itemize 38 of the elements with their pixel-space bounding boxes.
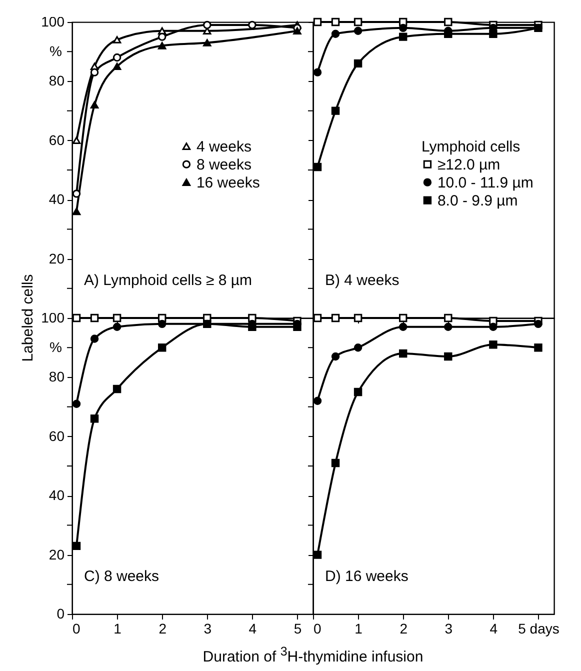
legend-label: 8.0 - 9.9 µm: [437, 192, 518, 210]
x-axis-title: Duration of $^{3}$H-thymidine infusion: [202, 644, 424, 666]
y-tick-label: 60: [48, 132, 65, 148]
y-tick-label: 60: [48, 428, 65, 444]
x-tick-label: 0: [314, 620, 322, 636]
y-tick-label: 0: [56, 606, 65, 622]
text: D) 16 weeks: [325, 568, 408, 585]
y-tick-label: 40: [48, 487, 65, 504]
x-tick-label: 5: [294, 620, 302, 636]
text: C) 8 weeks: [84, 568, 160, 585]
x-tick-label: 5 days: [518, 620, 560, 636]
x-tick-label: 1: [114, 620, 122, 636]
text: %: [50, 339, 62, 355]
legend-label: 4 weeks: [196, 138, 252, 156]
y-tick-label: 40: [48, 191, 65, 208]
legend-label: 8 weeks: [196, 156, 252, 174]
legend-label: ≥12.0 µm: [437, 156, 500, 174]
text: A) Lymphoid cells ≥ 8 µm: [84, 272, 252, 289]
x-tick-label: 1: [354, 620, 363, 636]
text: %: [50, 43, 62, 59]
y-tick-label: 20: [48, 546, 65, 562]
x-tick-label: 4: [490, 620, 498, 636]
x-tick-label: 0: [72, 620, 80, 636]
y-tick-label: 80: [48, 72, 65, 89]
y-tick-label: 20: [48, 250, 65, 266]
legend-label: 10.0 - 11.9 µm: [437, 174, 534, 192]
y-tick-label: 80: [48, 368, 65, 385]
x-tick-label: 3: [204, 620, 212, 636]
x-tick-label: 2: [400, 620, 408, 636]
y-tick-label: 100: [41, 14, 65, 30]
x-tick-label: 4: [248, 620, 257, 636]
y-tick-label: 100: [41, 310, 65, 326]
text: B) 4 weeks: [325, 272, 400, 289]
legend-label: 16 weeks: [196, 174, 260, 192]
legend-title: Lymphoid cells: [421, 138, 520, 156]
y-axis-title: Labeled cells: [20, 274, 36, 362]
x-tick-label: 3: [444, 620, 453, 636]
x-tick-label: 2: [158, 620, 167, 636]
